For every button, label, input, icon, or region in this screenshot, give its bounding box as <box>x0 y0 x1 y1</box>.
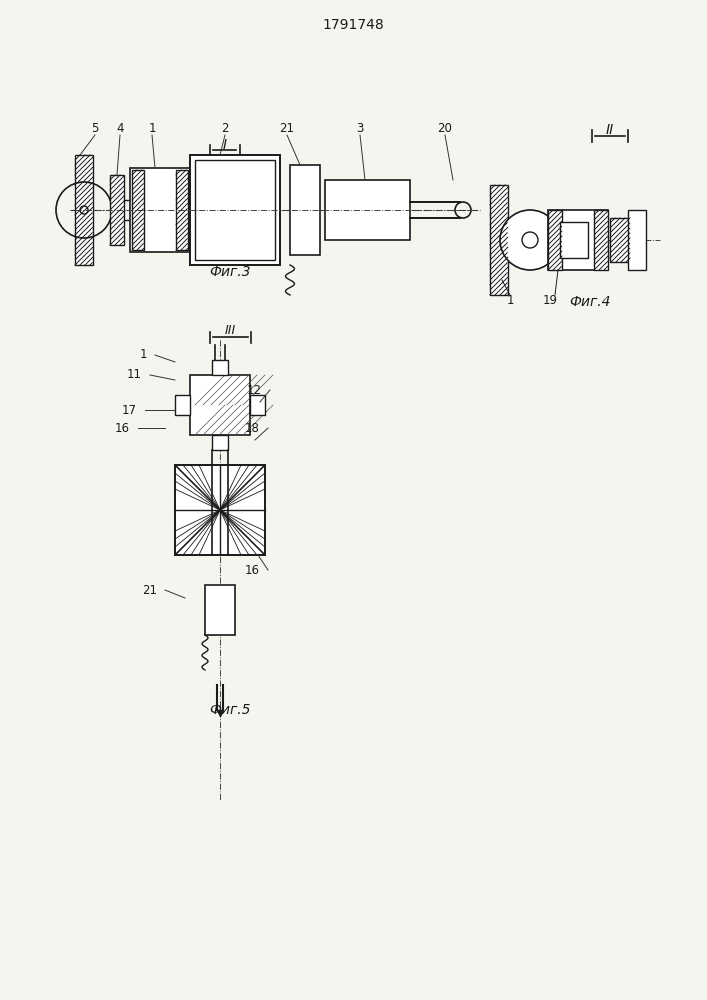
Bar <box>190 155 280 265</box>
Bar <box>205 585 235 635</box>
Bar <box>176 170 188 250</box>
Circle shape <box>80 206 88 214</box>
Circle shape <box>500 210 560 270</box>
Bar <box>290 165 320 255</box>
Bar <box>250 395 265 415</box>
Bar <box>130 168 190 252</box>
Bar <box>325 180 410 240</box>
Text: 16: 16 <box>245 564 260 576</box>
Bar <box>212 360 228 375</box>
Text: III: III <box>224 324 235 336</box>
Text: 5: 5 <box>91 121 99 134</box>
Text: 17: 17 <box>122 403 137 416</box>
Bar <box>212 435 228 450</box>
Bar <box>628 210 646 270</box>
Text: I: I <box>223 138 227 152</box>
Text: 21: 21 <box>142 584 157 596</box>
Bar <box>548 210 608 270</box>
Text: II: II <box>606 123 614 137</box>
Text: 2: 2 <box>221 121 229 134</box>
Bar <box>175 465 265 555</box>
Bar <box>195 160 275 260</box>
Bar <box>490 185 508 295</box>
Text: 4: 4 <box>116 121 124 134</box>
Bar <box>110 175 124 245</box>
Text: 21: 21 <box>279 121 295 134</box>
Text: 3: 3 <box>356 121 363 134</box>
Bar <box>560 222 588 258</box>
Text: Фиг.3: Фиг.3 <box>209 265 251 279</box>
Text: 16: 16 <box>115 422 130 434</box>
Text: 1: 1 <box>139 349 147 361</box>
Text: 1791748: 1791748 <box>322 18 384 32</box>
Text: 19: 19 <box>542 294 558 306</box>
Bar <box>190 375 250 435</box>
Text: Фиг.4: Фиг.4 <box>569 295 611 309</box>
Text: 12: 12 <box>247 383 262 396</box>
Text: 18: 18 <box>245 422 260 434</box>
Bar <box>175 395 190 415</box>
Bar <box>610 218 630 262</box>
Text: Фиг.5: Фиг.5 <box>209 703 251 717</box>
Bar <box>75 155 93 265</box>
Bar <box>548 210 562 270</box>
Bar <box>594 210 608 270</box>
Text: 20: 20 <box>438 121 452 134</box>
Text: 11: 11 <box>127 368 142 381</box>
Text: 1: 1 <box>148 121 156 134</box>
Text: 1: 1 <box>506 294 514 306</box>
Bar <box>132 170 144 250</box>
